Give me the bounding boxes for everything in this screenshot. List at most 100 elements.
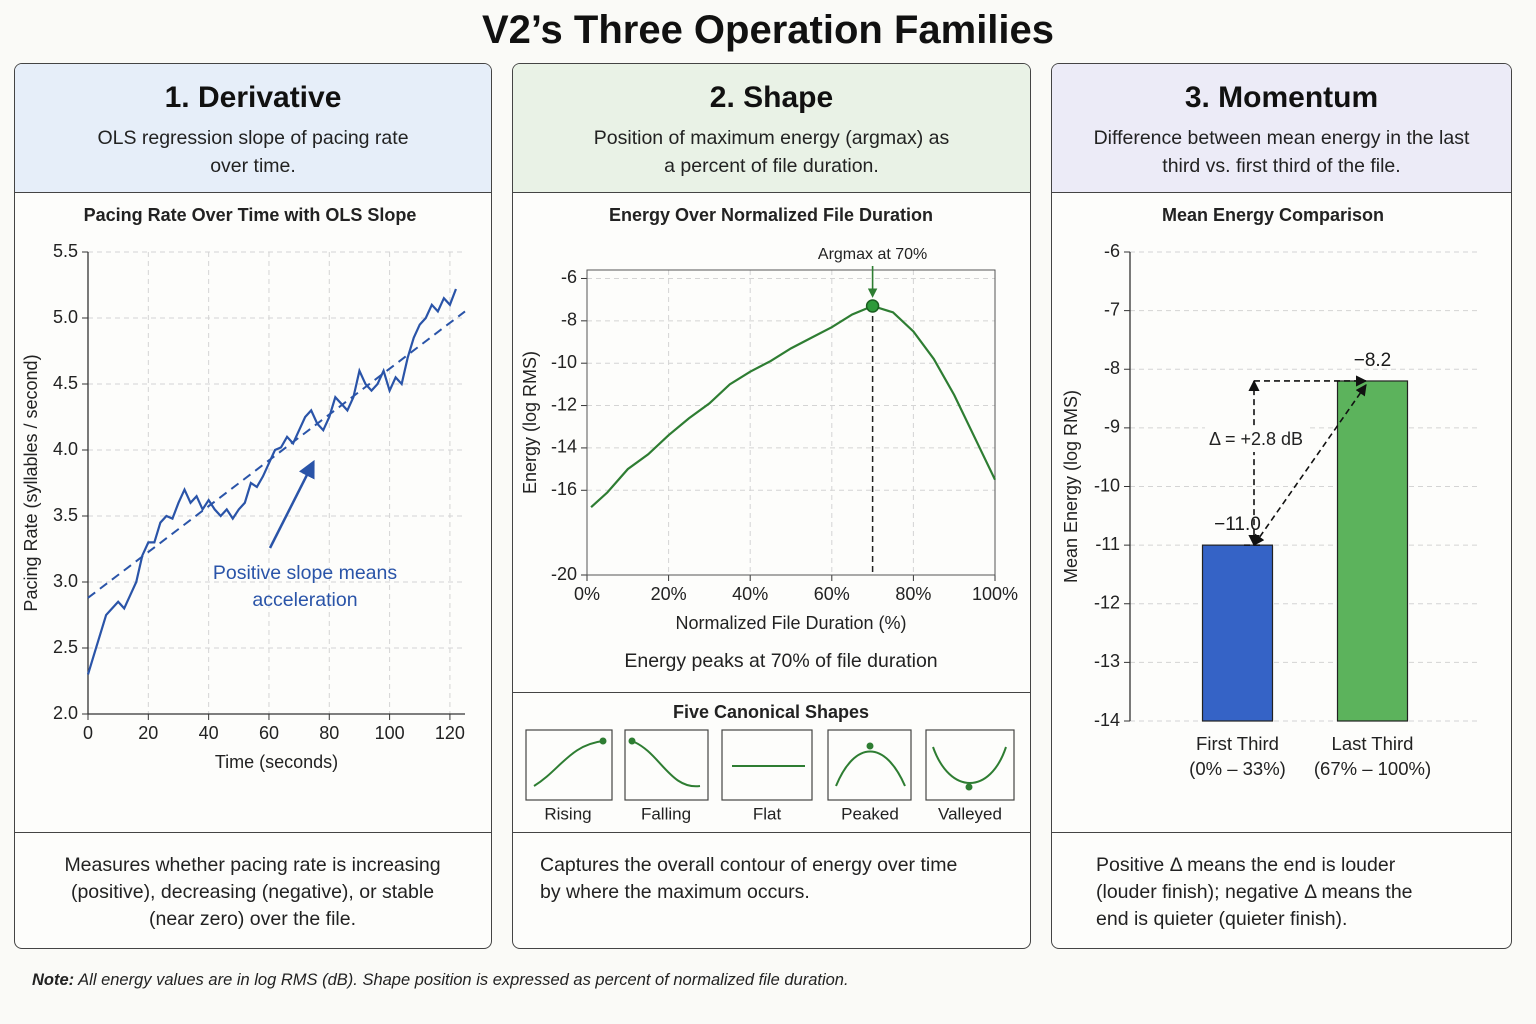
x-tick-label: 60 xyxy=(259,723,279,743)
y-axis-label: Pacing Rate (syllables / second) xyxy=(21,354,41,611)
panel-description: OLS regression slope of pacing rate over… xyxy=(97,127,409,177)
chart-title: Mean Energy Comparison xyxy=(1162,205,1384,225)
shape-box xyxy=(827,729,912,801)
y-tick-label: 4.0 xyxy=(53,439,78,459)
note-label: Note: xyxy=(32,971,75,989)
chart-title: Pacing Rate Over Time with OLS Slope xyxy=(84,205,417,225)
panel: 2. Shape Position of maximum energy (arg… xyxy=(512,63,1031,949)
footer-text: Positive Δ means the end is louder (loud… xyxy=(1096,854,1413,930)
x-tick-note: (0% – 33%) xyxy=(1189,758,1286,779)
argmax-marker xyxy=(865,299,880,313)
panel-header: 1. Derivative OLS regression slope of pa… xyxy=(15,64,491,193)
shape-peaked xyxy=(835,750,906,787)
y-tick-label: -6 xyxy=(1104,241,1120,261)
panel-description: Position of maximum energy (argmax) as a… xyxy=(593,127,950,177)
y-tick-label: -14 xyxy=(1094,710,1120,730)
x-tick-label: 40% xyxy=(732,584,768,604)
x-tick-label: 40 xyxy=(199,723,219,743)
panel-footer: Measures whether pacing rate is increasi… xyxy=(15,832,491,948)
shape-box xyxy=(925,729,1015,801)
shape-label: Flat xyxy=(753,804,782,823)
note-text: All energy values are in log RMS (dB). S… xyxy=(78,971,849,989)
panel-footer: Captures the overall contour of energy o… xyxy=(513,832,1030,948)
x-tick-label: 0 xyxy=(83,723,93,743)
shape-box xyxy=(721,729,813,801)
plot-frame xyxy=(586,269,996,576)
y-tick-label: 5.5 xyxy=(53,241,78,261)
y-tick-label: -8 xyxy=(1104,358,1120,378)
footer-text: Captures the overall contour of energy o… xyxy=(540,854,958,903)
data-line xyxy=(590,304,996,509)
y-tick-label: -11 xyxy=(1095,534,1120,554)
x-tick-label: 80 xyxy=(319,723,339,743)
annotation-arrow xyxy=(268,459,315,549)
y-tick-label: 5.0 xyxy=(53,307,78,327)
panel-footer: Positive Δ means the end is louder (loud… xyxy=(1052,832,1511,948)
shapes-title: Five Canonical Shapes xyxy=(673,702,869,722)
shape-box xyxy=(624,729,709,801)
y-tick-label: 4.5 xyxy=(53,373,78,393)
trend-line xyxy=(87,310,466,599)
shape-rising xyxy=(533,740,604,787)
x-tick-label: 60% xyxy=(814,584,850,604)
panel-heading: 2. Shape xyxy=(709,81,834,114)
shape-label: Falling xyxy=(641,804,691,823)
annotation: Δ = +2.8 dB xyxy=(1209,429,1303,449)
shape-dot xyxy=(599,737,607,745)
x-axis-label: Normalized File Duration (%) xyxy=(675,613,906,633)
y-axis-label: Mean Energy (log RMS) xyxy=(1061,390,1081,583)
data-line xyxy=(86,288,457,675)
x-tick-label: 20 xyxy=(138,723,158,743)
y-tick-label: -12 xyxy=(1094,593,1120,613)
y-tick-label: -8 xyxy=(561,310,577,330)
panel-header: 3. Momentum Difference between mean ener… xyxy=(1052,64,1511,193)
x-tick-label: 80% xyxy=(895,584,931,604)
x-tick-label: 0% xyxy=(574,584,600,604)
shape-valleyed xyxy=(932,746,1007,784)
panel: 1. Derivative OLS regression slope of pa… xyxy=(14,63,492,949)
y-axis-label: Energy (log RMS) xyxy=(520,351,540,494)
panel-heading: 3. Momentum xyxy=(1184,81,1379,114)
y-tick-label: 3.0 xyxy=(53,571,78,591)
shape-falling xyxy=(631,740,701,788)
y-tick-label: -6 xyxy=(561,267,577,287)
shape-dot xyxy=(866,742,874,750)
x-tick-label: 100% xyxy=(972,584,1018,604)
shape-icons xyxy=(525,729,1015,801)
shape-dot xyxy=(628,737,636,745)
x-tick-label: Last Third xyxy=(1332,733,1414,754)
y-tick-label: 2.5 xyxy=(53,637,78,657)
y-tick-label: -10 xyxy=(551,352,577,372)
y-tick-label: -7 xyxy=(1104,299,1120,319)
footer-text: Measures whether pacing rate is increasi… xyxy=(64,854,441,930)
shape-label: Rising xyxy=(544,804,591,823)
x-tick-label: 100 xyxy=(375,723,405,743)
divider xyxy=(513,692,1030,693)
chart-title: Energy Over Normalized File Duration xyxy=(609,205,933,225)
y-tick-label: -20 xyxy=(551,564,577,584)
annotation-bg xyxy=(1205,426,1307,452)
shape-label: Peaked xyxy=(841,804,899,823)
y-tick-label: -12 xyxy=(551,394,577,414)
y-tick-label: 2.0 xyxy=(53,703,78,723)
x-axis-label: Time (seconds) xyxy=(215,752,338,772)
panel-description: Difference between mean energy in the la… xyxy=(1093,127,1470,177)
x-tick-note: (67% – 100%) xyxy=(1314,758,1431,779)
panel-header: 2. Shape Position of maximum energy (arg… xyxy=(513,64,1030,193)
panel-heading: 1. Derivative xyxy=(164,81,342,114)
bar xyxy=(1201,544,1274,722)
caption: Energy peaks at 70% of file duration xyxy=(624,650,937,672)
y-tick-label: -10 xyxy=(1094,475,1120,495)
y-tick-label: 3.5 xyxy=(53,505,78,525)
value-label: −8.2 xyxy=(1354,350,1392,371)
annotation: Positive slope means acceleration xyxy=(212,562,398,611)
shape-dot xyxy=(965,783,973,791)
x-tick-label: 20% xyxy=(651,584,687,604)
x-tick-label: 120 xyxy=(435,723,465,743)
shape-label: Valleyed xyxy=(938,804,1002,823)
page-title: V2’s Three Operation Families xyxy=(481,8,1055,52)
annotation: Argmax at 70% xyxy=(818,246,927,263)
y-tick-label: -13 xyxy=(1094,651,1120,671)
